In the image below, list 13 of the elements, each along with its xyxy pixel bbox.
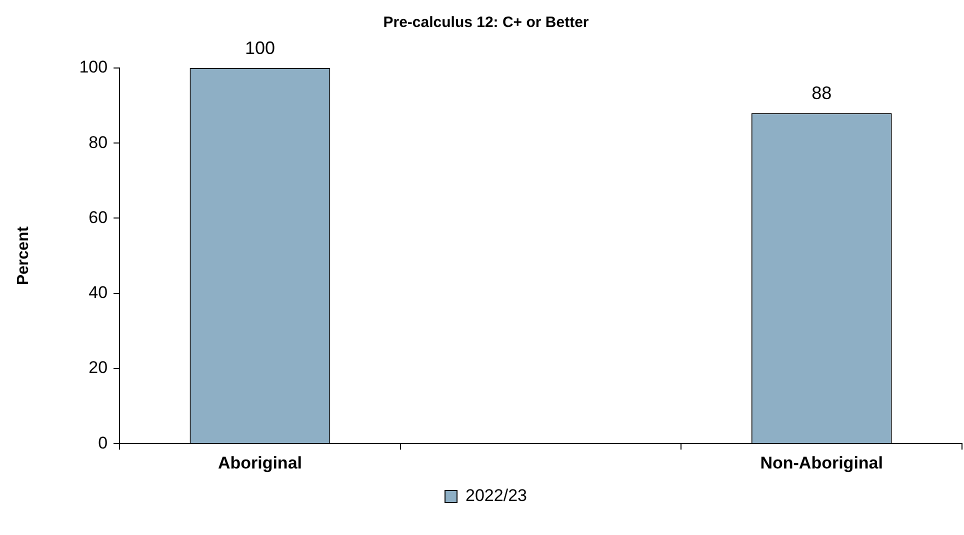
data-label: 100 <box>244 38 275 58</box>
legend-label: 2022/23 <box>466 486 527 506</box>
x-tick-label: Non-Aboriginal <box>760 453 883 472</box>
y-tick-label: 100 <box>79 58 108 77</box>
y-tick-label: 80 <box>88 132 108 152</box>
x-tick-label: Aboriginal <box>218 453 302 472</box>
y-axis-title: Percent <box>15 226 32 286</box>
y-tick-label: 40 <box>88 283 108 302</box>
y-tick-label: 0 <box>98 433 108 452</box>
chart-title: Pre-calculus 12: C+ or Better <box>383 14 589 32</box>
y-tick-label: 60 <box>88 208 108 227</box>
data-label: 88 <box>812 83 832 104</box>
y-tick-label: 20 <box>88 358 108 378</box>
